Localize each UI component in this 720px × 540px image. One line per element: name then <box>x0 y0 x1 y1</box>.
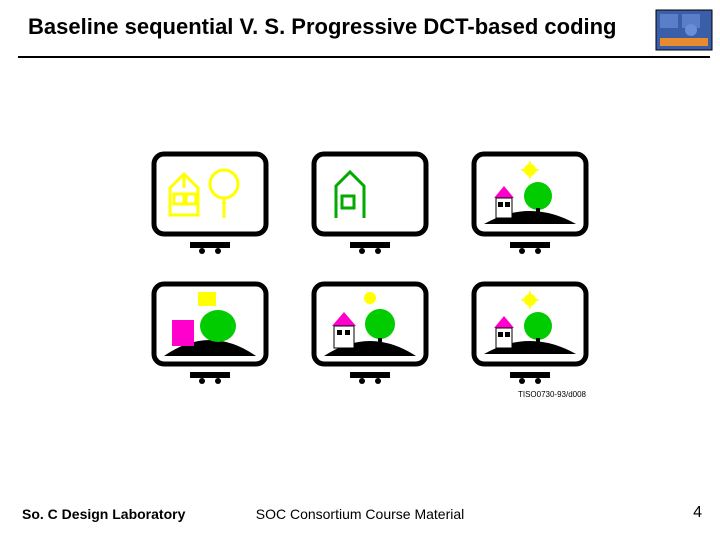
tv-frame <box>150 150 270 255</box>
diagram-row-progressive <box>150 280 590 390</box>
tv-frame <box>310 150 430 255</box>
tv-frame <box>310 280 430 385</box>
diagram-row-sequential <box>150 150 590 260</box>
slide-title: Baseline sequential V. S. Progressive DC… <box>28 14 710 40</box>
figure-caption: TISO0730-93/d008 <box>518 390 586 399</box>
tv-frame <box>150 280 270 385</box>
tv-frame <box>470 150 590 255</box>
tv-frame <box>470 280 590 385</box>
title-divider <box>18 56 710 58</box>
consortium-logo <box>654 8 714 52</box>
title-bar: Baseline sequential V. S. Progressive DC… <box>28 14 710 58</box>
page-number: 4 <box>693 504 702 522</box>
footer-center: SOC Consortium Course Material <box>0 506 720 522</box>
coding-diagram: TISO0730-93/d008 <box>150 150 590 410</box>
